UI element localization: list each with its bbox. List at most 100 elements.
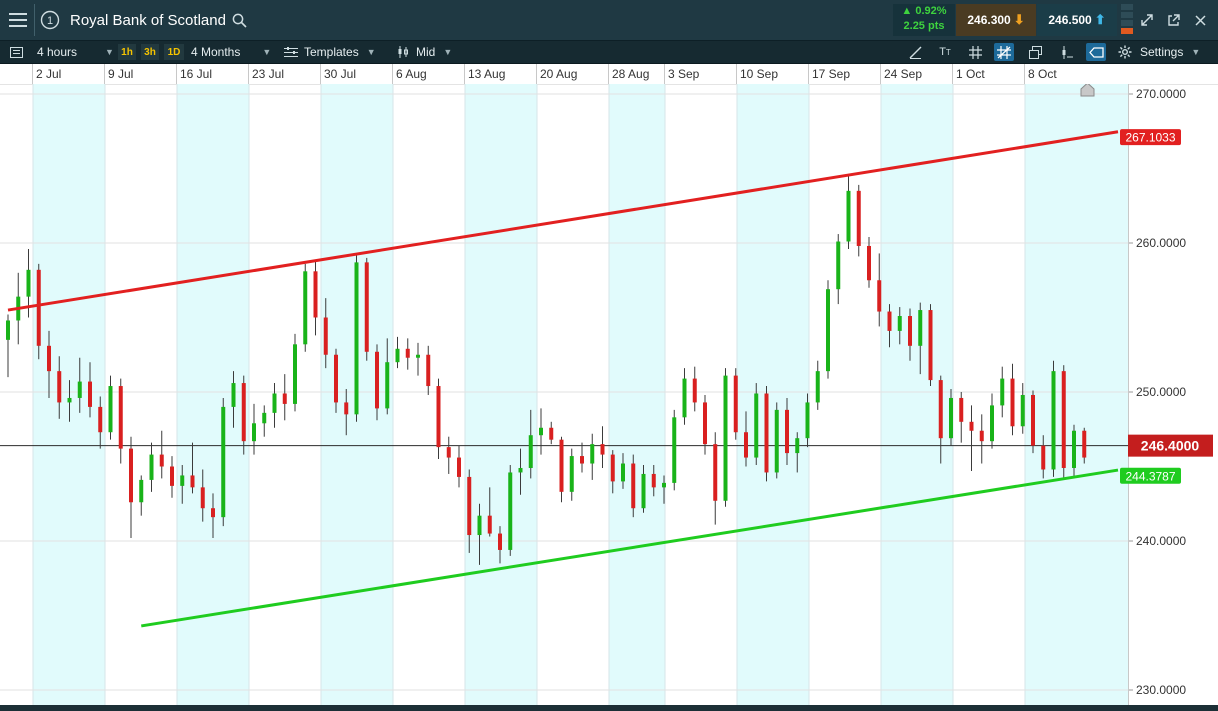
candle-up xyxy=(641,473,646,509)
support-trendline xyxy=(141,468,1119,628)
grid-icon[interactable] xyxy=(965,43,985,61)
candle-down xyxy=(785,409,789,454)
candle-up xyxy=(990,405,994,442)
candle-down xyxy=(692,378,697,403)
date-tick-label: 10 Sep xyxy=(740,67,779,81)
header-bar: 1 Royal Bank of Scotland ▲ 0.92% 2.25 pt… xyxy=(0,0,1218,41)
candle-down xyxy=(969,421,974,431)
candle-up xyxy=(754,393,759,458)
candle-down xyxy=(1061,371,1066,468)
date-tick xyxy=(104,64,105,84)
y-tick-label: 260.0000 xyxy=(1136,236,1186,250)
date-tick xyxy=(664,64,665,84)
candle-down xyxy=(446,447,451,458)
date-tick-label: 20 Aug xyxy=(540,67,578,81)
date-tick-label: 9 Jul xyxy=(108,67,134,81)
current-price-label: 246.4000 xyxy=(1141,438,1200,454)
sell-price-button[interactable]: 246.300 ⬇ xyxy=(956,4,1036,36)
candle-up xyxy=(949,397,953,439)
chevron-down-icon: ▼ xyxy=(443,47,453,57)
candle-down xyxy=(600,444,605,455)
date-tick xyxy=(952,64,953,84)
candle-down xyxy=(241,383,246,442)
chart-list-icon[interactable] xyxy=(6,43,26,61)
candle-down xyxy=(47,345,51,372)
candle-down xyxy=(405,348,410,358)
range-value: 4 Months xyxy=(191,45,241,59)
templates-dropdown[interactable]: Templates ▼ xyxy=(284,41,376,63)
timeframe-3h-button[interactable]: 3h xyxy=(141,44,159,60)
close-icon[interactable] xyxy=(1189,0,1211,40)
candle-down xyxy=(559,439,564,492)
candle-down xyxy=(436,386,441,448)
week-band xyxy=(465,84,537,705)
range-dropdown[interactable]: 4 Months ▼ xyxy=(191,41,271,63)
candle-up xyxy=(6,320,10,340)
candle-down xyxy=(651,473,656,488)
candle-down xyxy=(344,402,349,415)
candle-up xyxy=(662,482,666,488)
date-tick xyxy=(176,64,177,84)
candle-down xyxy=(744,432,748,458)
candle-up xyxy=(303,271,308,345)
candle-down xyxy=(1082,430,1087,458)
crosshair-icon[interactable] xyxy=(994,43,1014,61)
timeframe-1d-button[interactable]: 1D xyxy=(164,44,184,60)
search-icon[interactable] xyxy=(232,13,247,28)
candle-up xyxy=(1051,371,1056,470)
candle-down xyxy=(928,310,933,381)
draw-line-icon[interactable] xyxy=(905,43,925,61)
candle-down xyxy=(57,371,62,403)
price-type-dropdown[interactable]: Mid ▼ xyxy=(397,41,452,63)
price-chart[interactable]: 270.0000 260.0000 250.0000 240.0000 230.0000… xyxy=(0,84,1218,705)
candle-up xyxy=(354,262,359,415)
candle-down xyxy=(877,280,882,312)
instrument-title[interactable]: Royal Bank of Scotland xyxy=(70,0,247,40)
alert-icon[interactable] xyxy=(1056,43,1076,61)
candles-icon xyxy=(397,46,410,58)
date-axis: 2 Jul 9 Jul 16 Jul 23 Jul 30 Jul 6 Aug 13 Aug 2… xyxy=(0,64,1218,85)
week-band xyxy=(177,84,249,705)
candle-down xyxy=(170,466,174,486)
candle-up xyxy=(139,479,144,503)
candle-down xyxy=(200,487,205,509)
timeframe-1h-button[interactable]: 1h xyxy=(118,44,136,60)
candle-down xyxy=(334,354,338,403)
change-points: 2.25 pts xyxy=(903,20,945,32)
candle-down xyxy=(733,375,738,433)
candle-down xyxy=(856,190,861,246)
candle-up xyxy=(723,375,728,501)
buy-price-button[interactable]: 246.500 ⬆ xyxy=(1037,4,1117,36)
expand-icon[interactable] xyxy=(1136,0,1158,40)
candle-up xyxy=(826,289,830,372)
candle-down xyxy=(1041,445,1046,470)
candle-down xyxy=(88,381,92,407)
candle-up xyxy=(231,383,236,407)
candle-up xyxy=(528,435,533,468)
resistance-price-tag xyxy=(1120,129,1181,146)
tag-icon[interactable] xyxy=(1086,43,1106,61)
candle-up xyxy=(149,454,154,480)
candle-down xyxy=(938,380,943,439)
candle-down xyxy=(323,317,328,355)
layers-icon[interactable] xyxy=(1025,43,1045,61)
candle-down xyxy=(979,430,984,442)
date-tick xyxy=(320,64,321,84)
candle-up xyxy=(1020,394,1025,427)
candle-down xyxy=(867,245,871,281)
date-tick xyxy=(1024,64,1025,84)
week-band xyxy=(737,84,809,705)
date-tick-label: 23 Jul xyxy=(252,67,285,81)
hamburger-menu-icon[interactable] xyxy=(4,0,32,40)
candle-down xyxy=(457,457,461,477)
candle-up xyxy=(621,463,625,482)
date-tick-label: 8 Oct xyxy=(1028,67,1057,81)
pop-out-icon[interactable] xyxy=(1162,0,1184,40)
settings-button[interactable]: Settings ▼ xyxy=(1118,41,1200,63)
date-tick-label: 2 Jul xyxy=(36,67,62,81)
interval-dropdown[interactable]: 4 hours ▼ xyxy=(37,41,114,63)
info-icon[interactable]: 1 xyxy=(38,0,62,40)
candle-down xyxy=(703,402,707,445)
chart-toolbar: 4 hours ▼ 1h 3h 1D 4 Months ▼ Templates … xyxy=(0,41,1218,64)
